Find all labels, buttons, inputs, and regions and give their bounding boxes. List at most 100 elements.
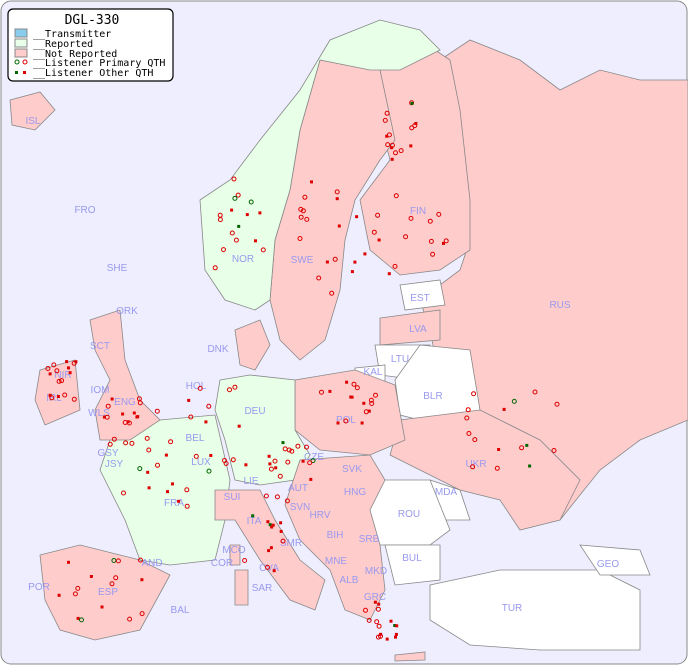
listener-other-marker [177, 499, 181, 503]
listener-primary-marker [302, 194, 308, 200]
listener-other-marker [267, 454, 271, 458]
listener-other-marker [274, 466, 278, 470]
listener-primary-marker [466, 431, 472, 436]
legend-label-reported: __Reported [33, 39, 93, 50]
country-label-deu: DEU [244, 406, 265, 417]
listener-other-marker [279, 529, 283, 533]
country-label-lux: LUX [191, 457, 211, 468]
country-label-fra: FRA [164, 498, 184, 509]
country-label-nir: NIR [54, 370, 71, 381]
listener-other-marker [353, 260, 357, 264]
listener-primary-marker [121, 490, 126, 496]
legend-other-red-icon [23, 71, 26, 74]
listener-primary-marker [282, 446, 288, 452]
listener-other-marker [100, 605, 104, 609]
listener-other-marker [126, 420, 130, 424]
country-label-pol: POL [336, 415, 356, 426]
listener-primary-marker [193, 453, 199, 459]
listener-primary-marker [284, 498, 290, 504]
listener-primary-marker [184, 487, 190, 493]
listener-primary-marker [54, 368, 60, 374]
country-label-svk: SVK [342, 464, 362, 475]
listener-other-marker [337, 224, 341, 228]
listener-primary-marker [229, 230, 235, 236]
listener-other-marker [350, 270, 354, 274]
listener-primary-marker [62, 392, 68, 398]
listener-primary-marker [227, 387, 232, 393]
region-ukraine [389, 409, 581, 531]
region-bulgaria [384, 544, 441, 586]
listener-other-marker [164, 453, 168, 457]
country-label-cze: CZE [304, 452, 324, 463]
legend-primary-green-icon [14, 59, 20, 65]
country-label-esp: ESP [98, 587, 118, 598]
country-label-eng: ENG [114, 397, 136, 408]
listener-primary-marker [551, 448, 557, 453]
listener-other-marker [328, 389, 332, 393]
listener-primary-marker [300, 208, 306, 214]
listener-primary-marker [71, 396, 77, 402]
listener-primary-marker [184, 503, 190, 509]
listener-other-marker [245, 213, 249, 217]
listener-primary-marker [137, 400, 143, 406]
listener-other-marker [281, 441, 285, 445]
country-label-ita: ITA [247, 516, 262, 527]
listener-other-marker [146, 470, 150, 474]
listener-other-marker [258, 211, 262, 215]
listener-primary-marker [113, 575, 119, 581]
listener-other-marker [349, 395, 353, 399]
listener-primary-marker [392, 263, 398, 269]
listener-primary-marker [295, 443, 301, 449]
country-label-blr: BLR [423, 391, 442, 402]
country-label-hng: HNG [344, 487, 366, 498]
listener-other-marker [394, 632, 398, 636]
legend-primary-red-icon [22, 59, 28, 65]
listener-primary-marker [232, 384, 238, 390]
listener-primary-marker [412, 123, 418, 129]
listener-other-marker [56, 395, 60, 398]
country-label-bih: BIH [327, 530, 344, 541]
legend-label-not-reported: __Not Reported [33, 49, 117, 60]
listener-primary-marker [375, 634, 381, 640]
listener-other-marker [528, 464, 532, 468]
country-label-gsy: GSY [97, 448, 118, 459]
listener-primary-marker [511, 398, 517, 404]
legend-swatch-reported [14, 38, 28, 48]
listener-primary-marker [72, 591, 78, 597]
country-label-and: AND [141, 558, 162, 569]
listener-other-marker [57, 593, 61, 597]
listener-other-marker [394, 635, 397, 639]
listener-other-marker [209, 454, 213, 457]
listener-other-marker [395, 624, 399, 628]
region-ireland [34, 359, 81, 426]
listener-other-marker [110, 397, 114, 401]
listener-other-marker [171, 482, 174, 486]
listener-other-marker [237, 224, 241, 228]
listener-primary-marker [242, 558, 248, 563]
listener-primary-marker [263, 493, 269, 499]
country-label-bul: BUL [402, 553, 422, 564]
listener-other-marker [132, 411, 136, 415]
listener-primary-marker [403, 234, 409, 240]
listener-other-marker [387, 272, 391, 276]
listener-primary-marker [51, 362, 57, 368]
listener-other-marker [237, 424, 241, 428]
listener-primary-marker [129, 440, 135, 446]
country-label-cor: COR [211, 558, 233, 569]
legend-label-transmitter: __Transmitter [33, 29, 111, 40]
listener-other-marker [377, 602, 381, 606]
region-britain [89, 309, 161, 441]
region-iberia [39, 544, 171, 641]
listener-other-marker [254, 239, 257, 243]
listener-primary-marker [494, 465, 500, 471]
listener-other-marker [166, 490, 169, 494]
listener-other-marker [76, 616, 80, 620]
listener-other-marker [48, 372, 52, 376]
country-label-mne: MNE [325, 556, 348, 567]
listener-primary-marker [472, 437, 478, 443]
listener-primary-marker [248, 199, 254, 205]
listener-primary-marker [316, 275, 322, 281]
listener-other-marker [390, 157, 394, 161]
listener-primary-marker [373, 392, 378, 398]
legend-label-primary: __Listener Primary QTH [33, 58, 165, 69]
